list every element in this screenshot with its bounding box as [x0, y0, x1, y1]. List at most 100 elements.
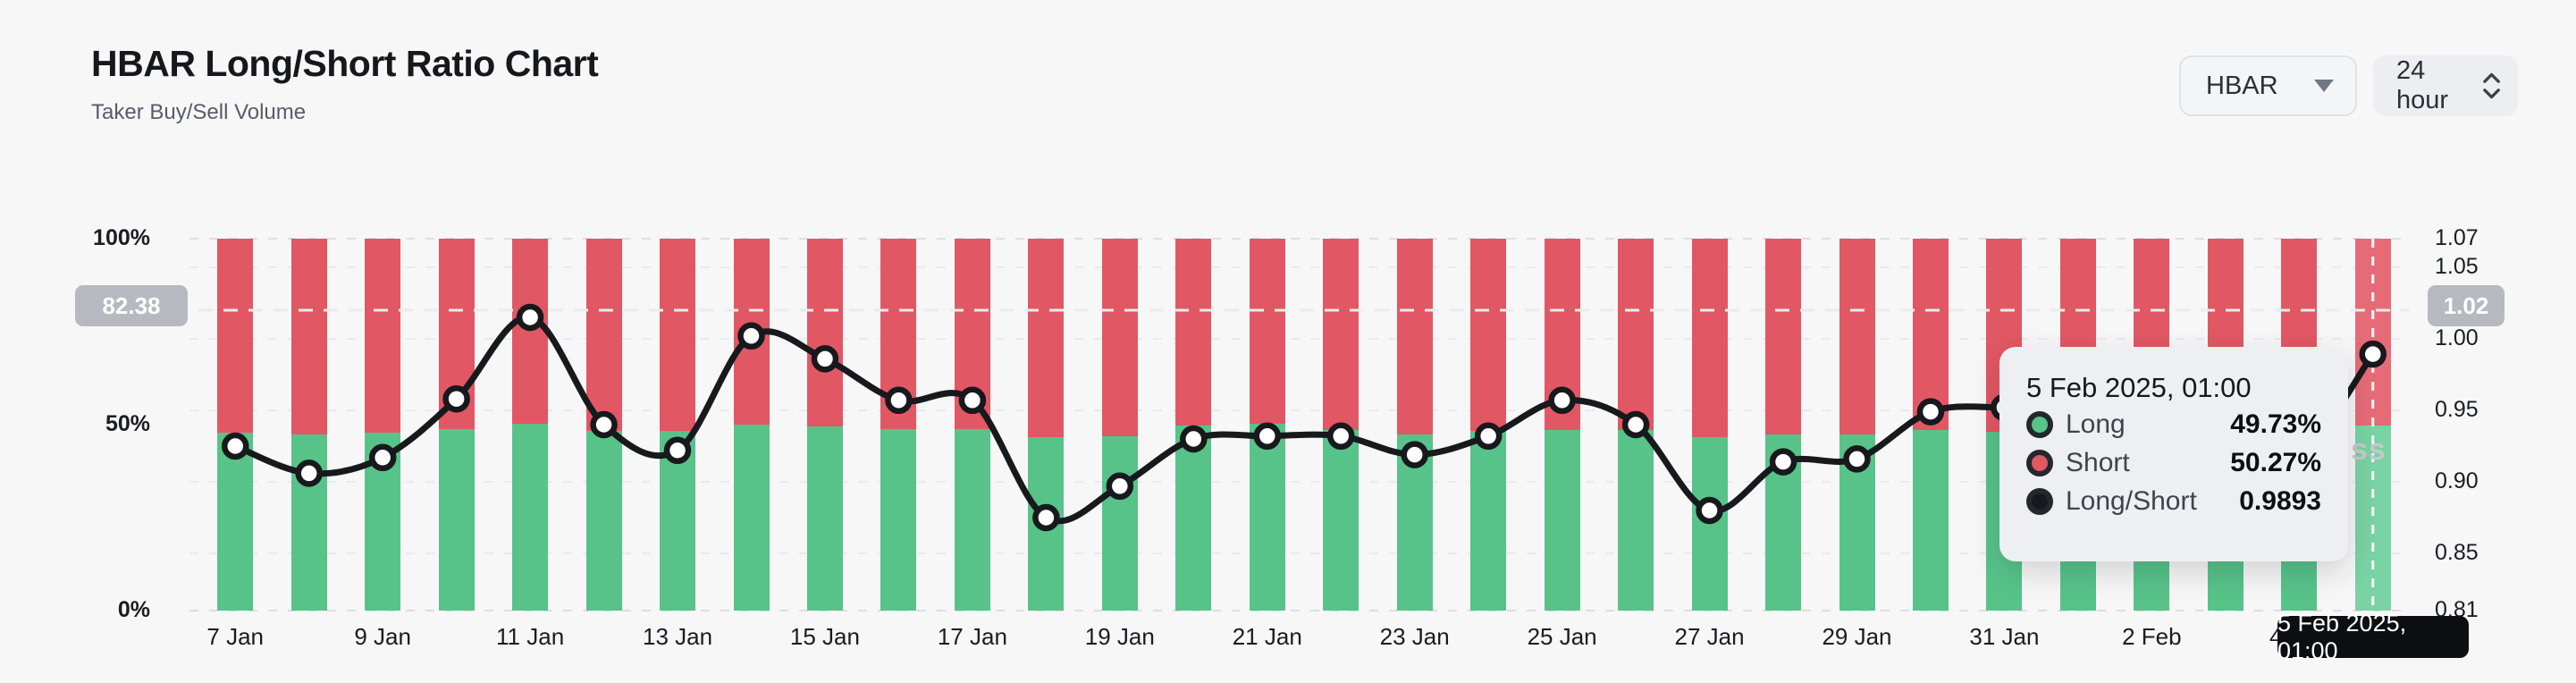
symbol-select-value: HBAR: [2206, 71, 2278, 100]
x-axis-label: 29 Jan: [1822, 623, 1892, 650]
x-axis-label: 27 Jan: [1674, 623, 1745, 650]
tooltip-label: Short: [2066, 447, 2130, 477]
bar-segment-long[interactable]: [438, 428, 475, 611]
ratio-point-marker[interactable]: [1401, 441, 1428, 468]
bar-segment-long[interactable]: [585, 431, 622, 611]
bar-segment-long[interactable]: [1175, 425, 1212, 611]
bar-segment-short[interactable]: [1323, 239, 1360, 431]
interval-select-value: 24 hour: [2396, 56, 2449, 114]
right-axis-tick: 1.00: [2435, 325, 2479, 350]
left-axis-tick: 0%: [117, 597, 150, 622]
x-axis-label: 7 Jan: [206, 623, 265, 650]
page-subtitle: Taker Buy/Sell Volume: [91, 100, 307, 124]
x-axis-label: 21 Jan: [1232, 623, 1302, 650]
ratio-point-marker[interactable]: [663, 436, 692, 465]
bar-segment-short[interactable]: [1912, 239, 1949, 430]
bar-segment-short[interactable]: [290, 239, 327, 434]
bar-segment-short[interactable]: [1396, 239, 1433, 434]
ratio-point-marker[interactable]: [221, 432, 249, 460]
tooltip-value: 49.73%: [2230, 409, 2321, 439]
bar-segment-short[interactable]: [1249, 239, 1285, 425]
x-axis-label: 9 Jan: [354, 623, 411, 650]
ratio-point-marker[interactable]: [1916, 398, 1945, 426]
bar-segment-short[interactable]: [1175, 239, 1212, 426]
ratio-point-marker[interactable]: [1548, 386, 1576, 415]
bar-segment-long[interactable]: [1544, 429, 1580, 611]
bar-segment-long[interactable]: [1912, 429, 1949, 611]
bar-segment-short[interactable]: [585, 239, 622, 432]
bar-segment-short[interactable]: [1691, 239, 1728, 438]
bar-segment-short[interactable]: [1765, 239, 1802, 434]
x-axis-label: 13 Jan: [642, 623, 713, 650]
x-axis-label: 2 Feb: [2122, 623, 2182, 650]
bar-segment-long[interactable]: [1101, 436, 1138, 611]
crosshair-date-badge: 5 Feb 2025, 01:00: [2277, 610, 2469, 664]
bar-segment-short[interactable]: [1470, 239, 1507, 432]
left-axis-value-badge: 82.38: [75, 285, 188, 326]
bar-segment-long[interactable]: [954, 428, 990, 611]
bar-segment-long[interactable]: [1249, 424, 1285, 611]
left-axis-tick: 50%: [105, 411, 150, 436]
tooltip-label: Long/Short: [2066, 485, 2197, 516]
bar-segment-long[interactable]: [806, 426, 843, 611]
ratio-point-marker[interactable]: [737, 322, 765, 350]
symbol-select[interactable]: HBAR: [2179, 55, 2357, 116]
ratio-point-marker[interactable]: [885, 386, 913, 415]
bar-segment-long[interactable]: [1470, 431, 1507, 611]
right-axis-value-badge: 1.02: [2428, 285, 2504, 326]
bar-segment-long[interactable]: [1323, 430, 1360, 611]
bar-segment-long[interactable]: [512, 424, 549, 611]
right-axis-tick: 1.07: [2435, 225, 2479, 250]
right-axis-tick: 0.90: [2435, 468, 2479, 493]
tooltip-value: 0.9893: [2239, 485, 2321, 516]
ratio-point-marker[interactable]: [1032, 503, 1060, 532]
ratio-series-icon: [2026, 487, 2053, 515]
bar-segment-short[interactable]: [1618, 239, 1654, 430]
bar-segment-short[interactable]: [806, 239, 843, 427]
bar-segment-long[interactable]: [217, 432, 254, 611]
ratio-point-marker[interactable]: [442, 384, 470, 413]
ratio-point-marker[interactable]: [1253, 422, 1282, 451]
ratio-point-marker[interactable]: [811, 345, 839, 373]
bar-segment-long[interactable]: [733, 425, 770, 611]
tooltip-row-long: Long 49.73%: [2026, 406, 2321, 443]
bar-segment-short[interactable]: [1839, 239, 1875, 434]
tooltip-title: 5 Feb 2025, 01:00: [2026, 372, 2252, 403]
ratio-point-marker[interactable]: [516, 303, 544, 332]
bar-segment-long[interactable]: [880, 429, 917, 611]
ratio-point-marker[interactable]: [2359, 340, 2387, 368]
interval-select[interactable]: 24 hour: [2373, 55, 2518, 116]
bar-segment-short[interactable]: [365, 239, 401, 434]
short-series-icon: [2026, 449, 2053, 476]
ratio-point-marker[interactable]: [1621, 410, 1650, 439]
bar-segment-long[interactable]: [1618, 429, 1654, 611]
right-axis-tick: 0.95: [2435, 397, 2479, 422]
ratio-point-marker[interactable]: [1843, 445, 1871, 473]
ratio-point-marker[interactable]: [958, 386, 987, 415]
ratio-point-marker[interactable]: [1769, 448, 1797, 476]
tooltip-label: Long: [2066, 409, 2126, 439]
bar-segment-short[interactable]: [512, 239, 549, 425]
bar-segment-short[interactable]: [1028, 239, 1065, 438]
tooltip-row-short: Short 50.27%: [2026, 444, 2321, 481]
bar-segment-short[interactable]: [1101, 239, 1138, 437]
chevron-down-icon: [2314, 80, 2334, 92]
bar-segment-short[interactable]: [217, 239, 254, 433]
x-axis-label: 15 Jan: [789, 623, 860, 650]
ratio-point-marker[interactable]: [1326, 422, 1355, 451]
long-series-icon: [2026, 410, 2053, 438]
x-axis-label: 25 Jan: [1527, 623, 1597, 650]
ratio-point-marker[interactable]: [590, 410, 618, 439]
ratio-point-marker[interactable]: [295, 460, 323, 487]
ratio-point-marker[interactable]: [1106, 472, 1134, 501]
x-axis-label: 31 Jan: [1969, 623, 2040, 650]
ratio-point-marker[interactable]: [1474, 422, 1503, 451]
ratio-point-marker[interactable]: [1696, 496, 1723, 525]
left-axis-tick: 100%: [93, 225, 150, 250]
bar-segment-short[interactable]: [660, 239, 696, 432]
ratio-point-marker[interactable]: [368, 443, 397, 472]
ratio-point-marker[interactable]: [1180, 425, 1208, 453]
